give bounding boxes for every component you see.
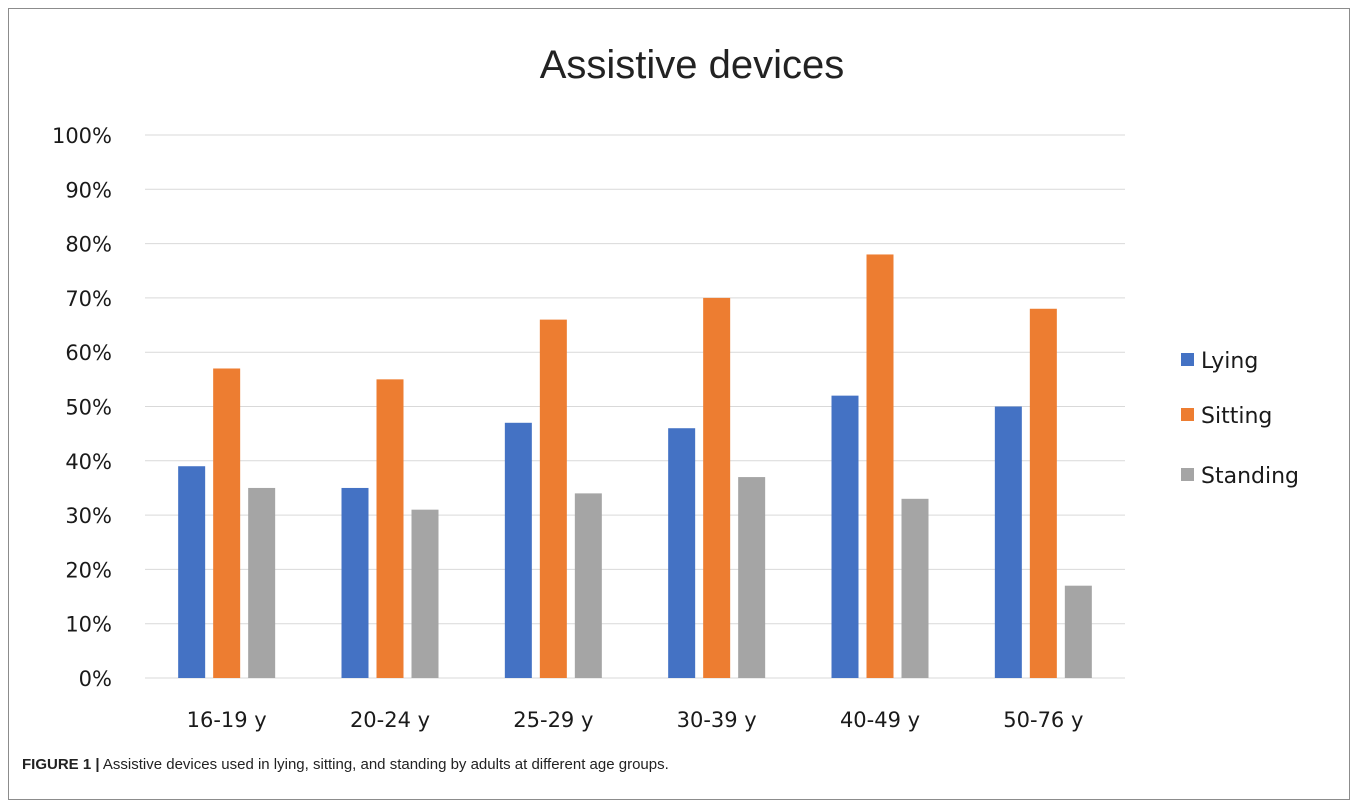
y-tick-label: 0% <box>79 667 112 691</box>
bars <box>178 254 1092 678</box>
x-tick-label: 25-29 y <box>513 708 593 732</box>
x-tick-label: 16-19 y <box>187 708 267 732</box>
bar-sitting-1 <box>376 379 404 678</box>
legend-swatch-sitting <box>1181 408 1194 421</box>
bar-sitting-0 <box>213 368 241 678</box>
figure-caption: FIGURE 1 | Assistive devices used in lyi… <box>22 756 1322 773</box>
y-axis-ticks: 0% 10% 20% 30% 40% 50% 60% 70% 80% 90% 100% <box>52 124 112 691</box>
bar-sitting-2 <box>539 319 567 678</box>
bar-sitting-3 <box>703 297 731 678</box>
legend-label-standing: Standing <box>1201 464 1299 489</box>
bar-sitting-5 <box>1029 308 1057 678</box>
legend-swatch-standing <box>1181 468 1194 481</box>
bar-lying-4 <box>831 395 859 678</box>
bar-chart: Assistive devices 0% 10% 20% 30% 40% 50% 60% 70… <box>52 43 1299 732</box>
y-tick-label: 100% <box>52 124 112 148</box>
legend: Lying Sitting Standing <box>1181 349 1299 489</box>
gridlines <box>145 134 1125 679</box>
caption-label: FIGURE 1 | <box>22 756 100 773</box>
bar-lying-2 <box>504 422 532 678</box>
bar-lying-5 <box>994 406 1022 678</box>
bar-lying-0 <box>178 466 206 678</box>
bar-sitting-4 <box>866 254 894 678</box>
y-tick-label: 60% <box>65 341 112 365</box>
y-tick-label: 40% <box>65 450 112 474</box>
y-tick-label: 70% <box>65 287 112 311</box>
x-tick-label: 40-49 y <box>840 708 920 732</box>
legend-label-lying: Lying <box>1201 349 1258 374</box>
y-tick-label: 90% <box>65 178 112 202</box>
bar-standing-5 <box>1064 585 1092 678</box>
x-axis-ticks: 16-19 y 20-24 y 25-29 y 30-39 y 40-49 y 50-76… <box>187 708 1084 732</box>
x-tick-label: 50-76 y <box>1003 708 1083 732</box>
x-tick-label: 30-39 y <box>677 708 757 732</box>
bar-standing-1 <box>411 509 439 678</box>
y-tick-label: 10% <box>65 613 112 637</box>
bar-lying-3 <box>668 428 696 678</box>
legend-swatch-lying <box>1181 353 1194 366</box>
x-tick-label: 20-24 y <box>350 708 430 732</box>
chart-title: Assistive devices <box>540 43 845 87</box>
bar-standing-3 <box>738 477 766 678</box>
bar-lying-1 <box>341 487 369 678</box>
y-tick-label: 20% <box>65 558 112 582</box>
caption-text: Assistive devices used in lying, sitting… <box>99 756 669 773</box>
bar-standing-0 <box>248 487 276 678</box>
legend-label-sitting: Sitting <box>1201 404 1272 429</box>
y-tick-label: 50% <box>65 396 112 420</box>
y-tick-label: 80% <box>65 233 112 257</box>
bar-standing-2 <box>574 493 602 678</box>
y-tick-label: 30% <box>65 504 112 528</box>
bar-standing-4 <box>901 498 929 678</box>
